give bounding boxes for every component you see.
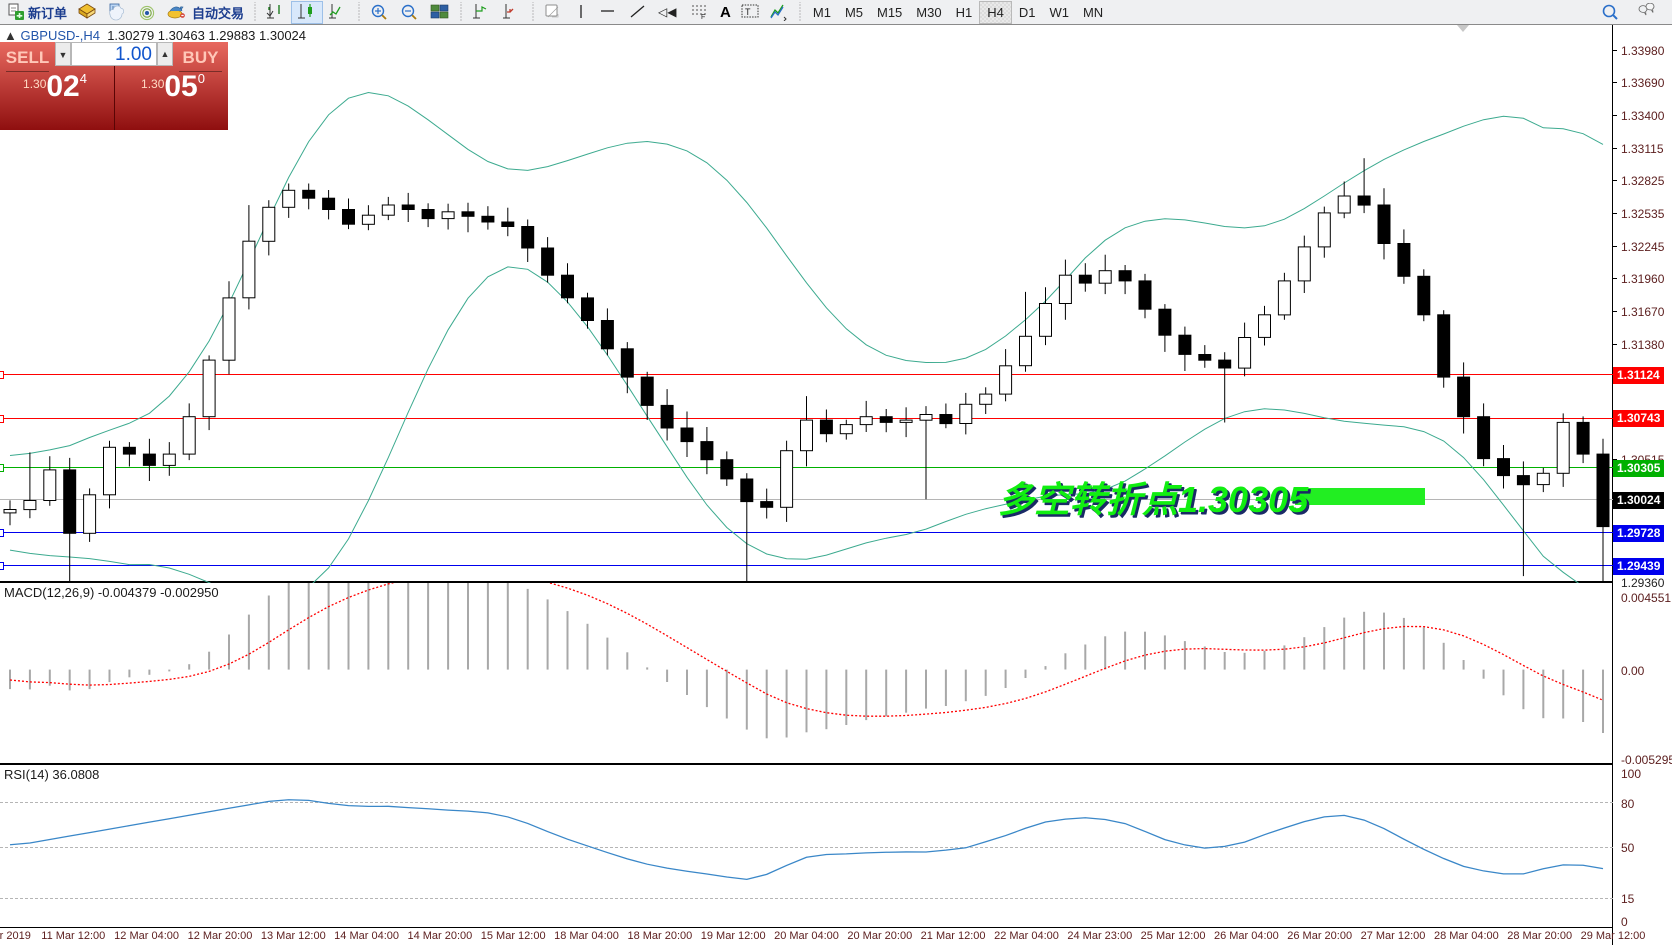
svg-text:T: T [745, 7, 751, 17]
svg-text:◁◀: ◁◀ [658, 5, 677, 19]
svg-text:F: F [701, 14, 705, 21]
